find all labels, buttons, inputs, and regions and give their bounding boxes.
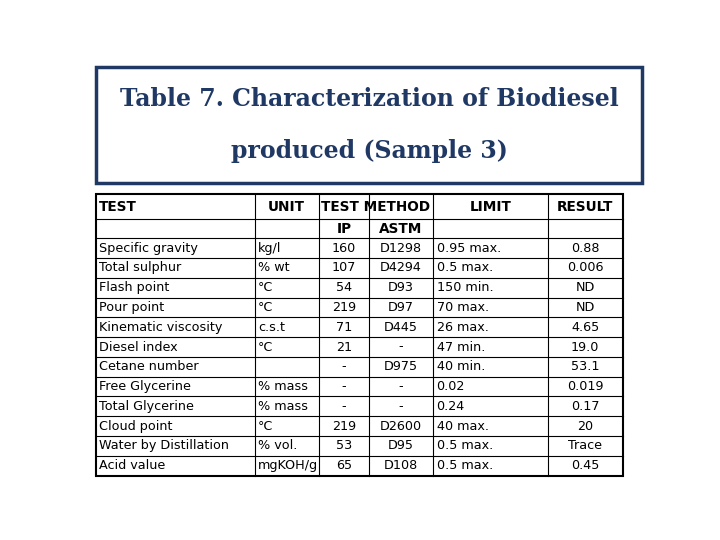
Text: D4294: D4294 (380, 261, 422, 274)
Text: Cetane number: Cetane number (99, 360, 199, 373)
Text: D93: D93 (388, 281, 414, 294)
Text: 0.02: 0.02 (436, 380, 465, 393)
Text: 0.006: 0.006 (567, 261, 603, 274)
Text: Total sulphur: Total sulphur (99, 261, 181, 274)
Text: 107: 107 (332, 261, 356, 274)
Text: D108: D108 (384, 459, 418, 472)
Text: Flash point: Flash point (99, 281, 169, 294)
Text: Specific gravity: Specific gravity (99, 241, 198, 254)
Text: mgKOH/g: mgKOH/g (258, 459, 318, 472)
Text: 0.5 max.: 0.5 max. (436, 261, 492, 274)
Text: D2600: D2600 (380, 420, 422, 433)
Text: 40 min.: 40 min. (436, 360, 485, 373)
Text: D445: D445 (384, 321, 418, 334)
Text: % mass: % mass (258, 400, 308, 413)
Text: Kinematic viscosity: Kinematic viscosity (99, 321, 222, 334)
Text: % vol.: % vol. (258, 440, 297, 453)
Text: 19.0: 19.0 (571, 341, 600, 354)
Text: ASTM: ASTM (379, 222, 423, 236)
Text: 65: 65 (336, 459, 352, 472)
Text: 47 min.: 47 min. (436, 341, 485, 354)
Text: 0.5 max.: 0.5 max. (436, 459, 492, 472)
Text: 0.88: 0.88 (571, 241, 600, 254)
Text: 0.019: 0.019 (567, 380, 603, 393)
Text: D95: D95 (388, 440, 414, 453)
Text: Water by Distillation: Water by Distillation (99, 440, 229, 453)
Text: 20: 20 (577, 420, 593, 433)
Text: D97: D97 (388, 301, 414, 314)
Text: °C: °C (258, 420, 274, 433)
Text: Diesel index: Diesel index (99, 341, 178, 354)
Text: Pour point: Pour point (99, 301, 164, 314)
Text: 26 max.: 26 max. (436, 321, 488, 334)
Text: °C: °C (258, 301, 274, 314)
Text: D1298: D1298 (380, 241, 422, 254)
Text: 0.45: 0.45 (571, 459, 600, 472)
Text: Acid value: Acid value (99, 459, 165, 472)
Text: UNIT: UNIT (268, 200, 305, 214)
Text: % mass: % mass (258, 380, 308, 393)
Text: 0.24: 0.24 (436, 400, 465, 413)
Text: -: - (399, 400, 403, 413)
Text: Cloud point: Cloud point (99, 420, 172, 433)
Text: 0.17: 0.17 (571, 400, 600, 413)
Text: 53.1: 53.1 (571, 360, 600, 373)
Text: 70 max.: 70 max. (436, 301, 489, 314)
Text: Free Glycerine: Free Glycerine (99, 380, 191, 393)
Text: LIMIT: LIMIT (469, 200, 511, 214)
Text: °C: °C (258, 281, 274, 294)
Text: TEST METHOD: TEST METHOD (321, 200, 431, 214)
Text: 150 min.: 150 min. (436, 281, 493, 294)
Text: 21: 21 (336, 341, 352, 354)
Text: 53: 53 (336, 440, 352, 453)
Text: produced (Sample 3): produced (Sample 3) (230, 139, 508, 163)
Text: IP: IP (336, 222, 351, 236)
Text: 40 max.: 40 max. (436, 420, 488, 433)
Text: Table 7. Characterization of Biodiesel: Table 7. Characterization of Biodiesel (120, 87, 618, 111)
Text: -: - (399, 380, 403, 393)
Text: 160: 160 (332, 241, 356, 254)
Text: ND: ND (575, 281, 595, 294)
Text: 71: 71 (336, 321, 352, 334)
Text: 4.65: 4.65 (571, 321, 599, 334)
Text: RESULT: RESULT (557, 200, 613, 214)
Text: kg/l: kg/l (258, 241, 282, 254)
Text: Total Glycerine: Total Glycerine (99, 400, 194, 413)
Text: °C: °C (258, 341, 274, 354)
Text: -: - (341, 400, 346, 413)
FancyBboxPatch shape (96, 67, 642, 183)
Text: 54: 54 (336, 281, 352, 294)
Text: 0.5 max.: 0.5 max. (436, 440, 492, 453)
Text: -: - (399, 341, 403, 354)
Text: TEST: TEST (99, 200, 137, 214)
Text: ND: ND (575, 301, 595, 314)
Text: % wt: % wt (258, 261, 289, 274)
Text: -: - (341, 360, 346, 373)
Text: 0.95 max.: 0.95 max. (436, 241, 501, 254)
Text: 219: 219 (332, 301, 356, 314)
Text: Trace: Trace (568, 440, 602, 453)
Text: D975: D975 (384, 360, 418, 373)
Text: -: - (341, 380, 346, 393)
Text: 219: 219 (332, 420, 356, 433)
Text: c.s.t: c.s.t (258, 321, 285, 334)
